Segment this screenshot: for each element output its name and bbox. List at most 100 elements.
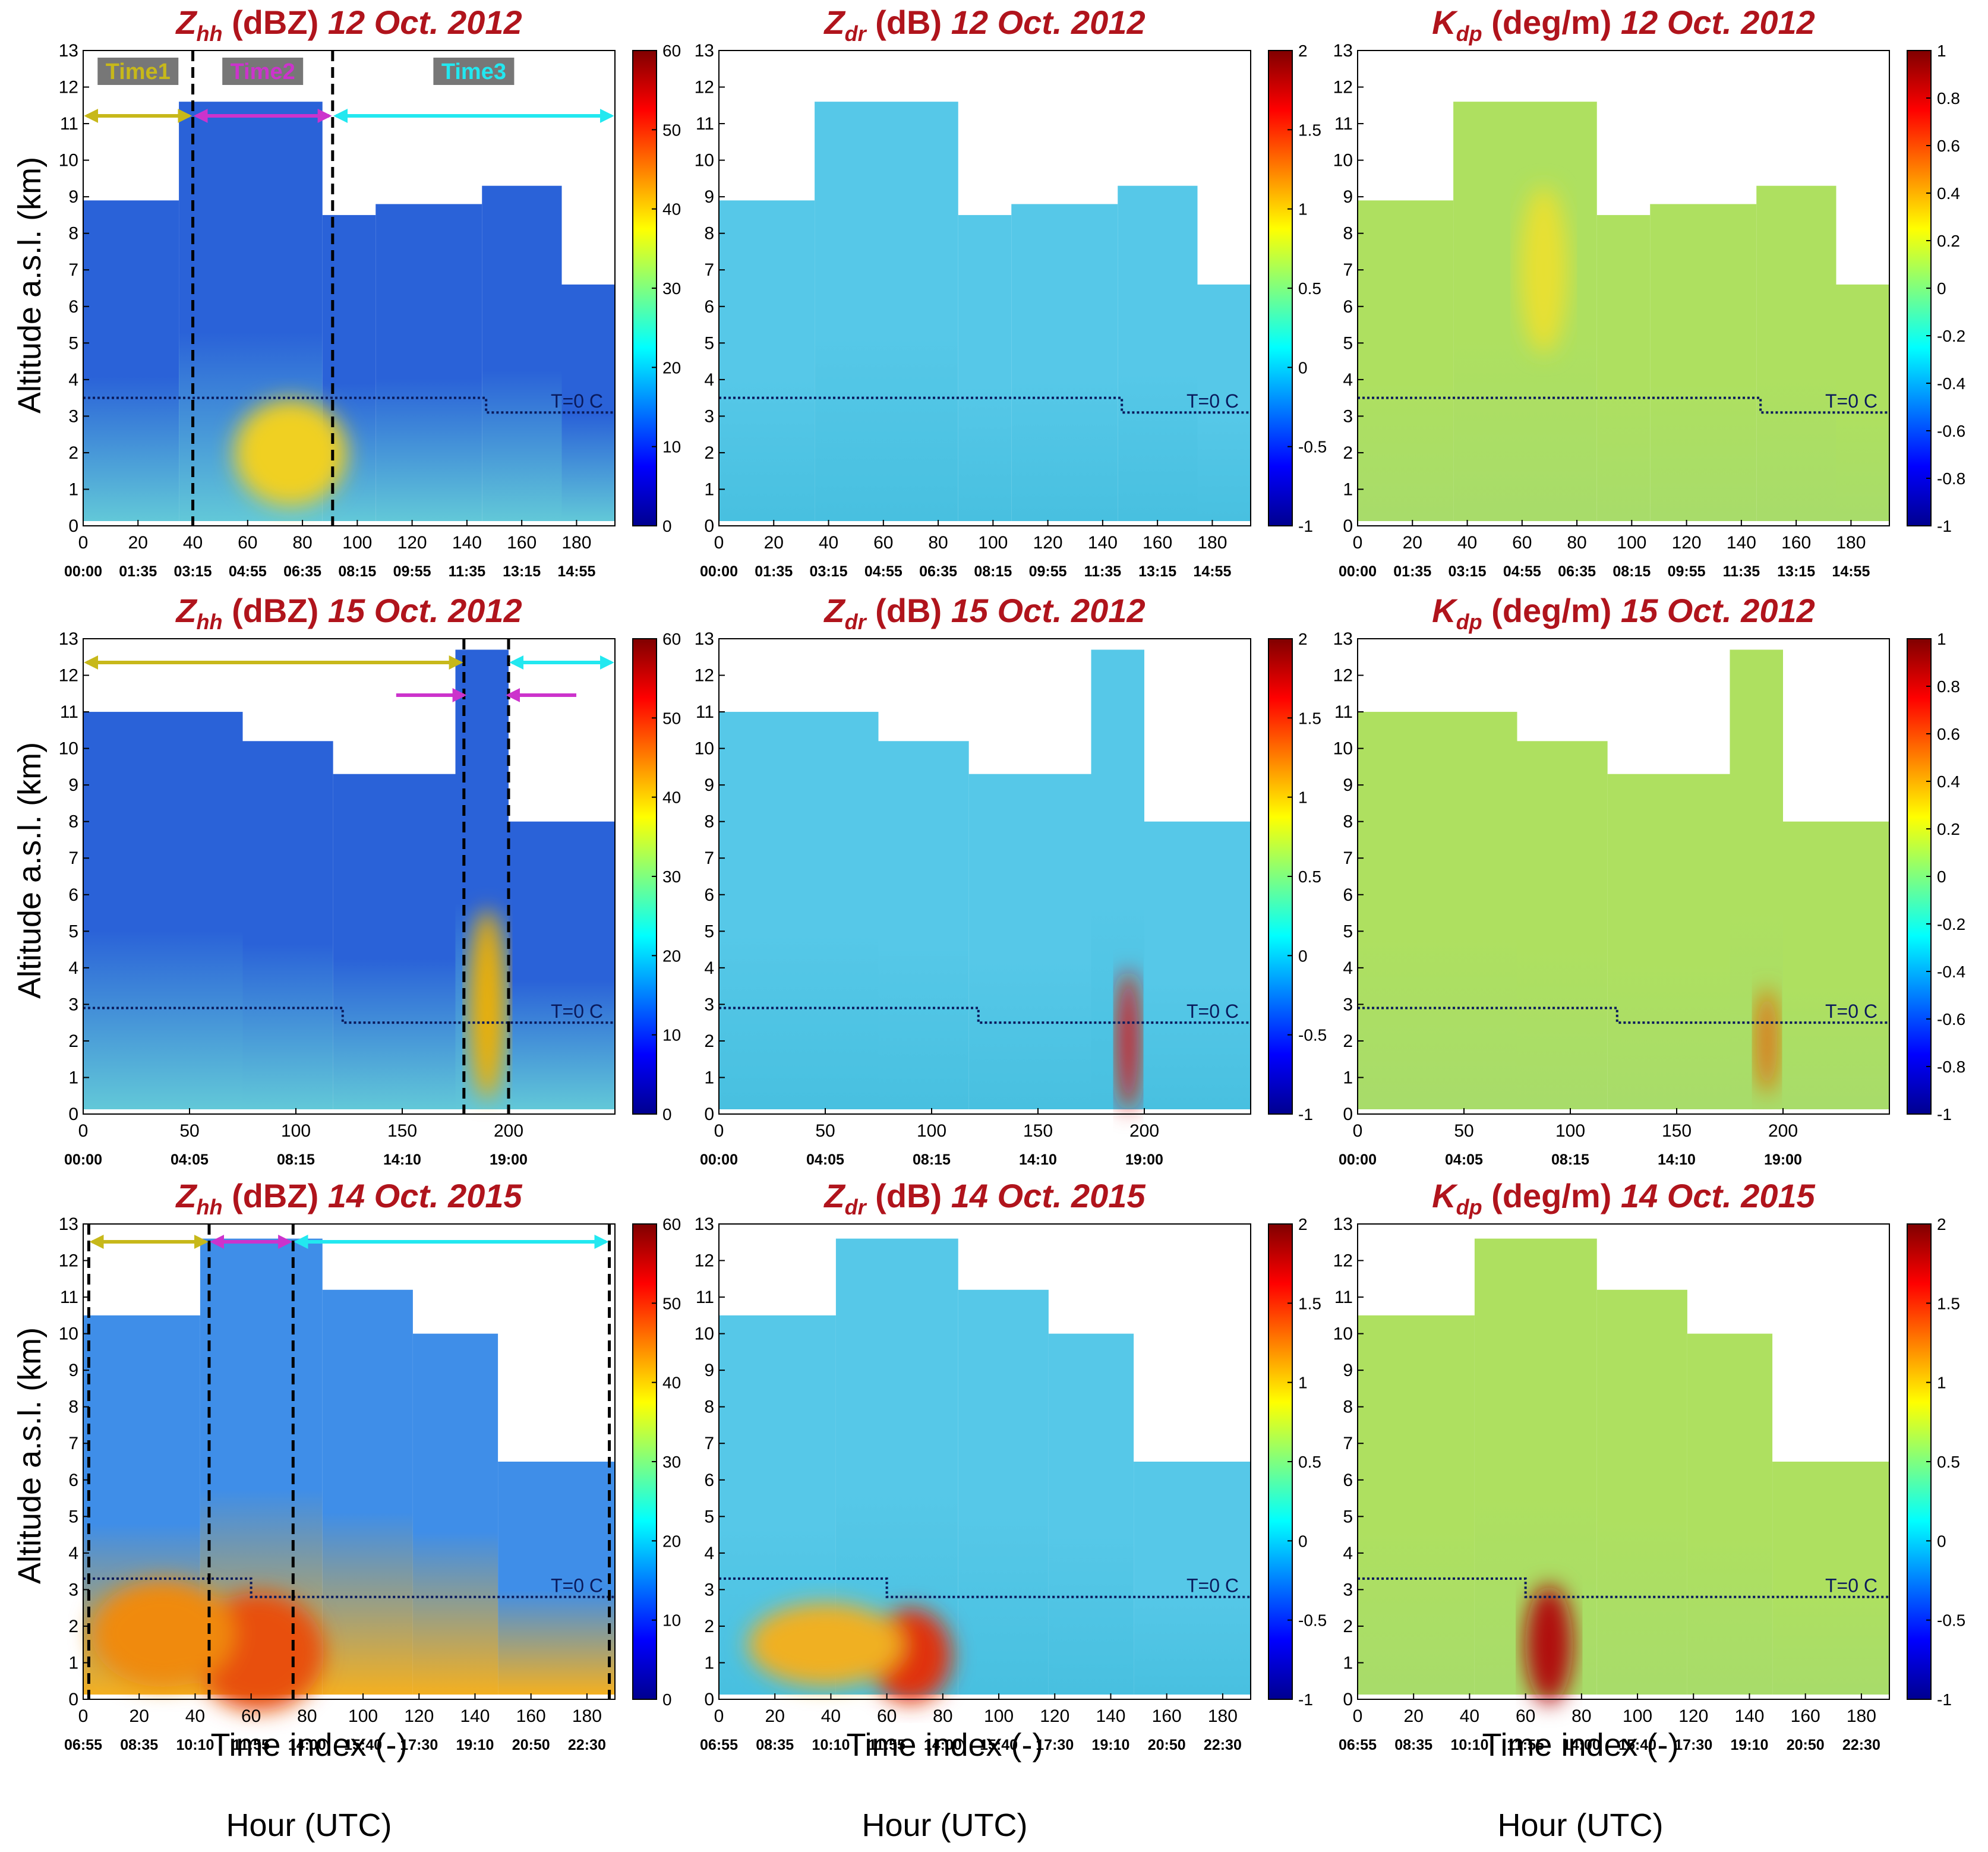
x-tick-label: 60 bbox=[241, 1706, 261, 1726]
x-tick-label: 40 bbox=[1457, 533, 1477, 553]
y-tick-label: 2 bbox=[1343, 1617, 1353, 1636]
colorbar-tick-label: 0.8 bbox=[1937, 677, 1960, 696]
period-label-time1: Time1 bbox=[106, 59, 171, 84]
period-label-box bbox=[433, 58, 515, 85]
x-tick-label: 0 bbox=[1353, 533, 1363, 553]
core bbox=[1118, 969, 1140, 1112]
colorbar-tick-label: -0.4 bbox=[1937, 963, 1965, 981]
hour-label: 04:55 bbox=[1503, 563, 1541, 580]
hour-label: 14:55 bbox=[1193, 563, 1231, 580]
x-tick-label: 100 bbox=[342, 533, 372, 553]
hour-label: 19:00 bbox=[1764, 1151, 1802, 1168]
field-layer bbox=[1358, 102, 1889, 522]
panel-title: Zdr (dB) 15 Oct. 2012 bbox=[823, 592, 1145, 634]
y-tick-label: 9 bbox=[704, 1361, 714, 1380]
precip-column bbox=[958, 214, 1012, 521]
y-tick-label: 1 bbox=[704, 1653, 714, 1673]
hour-label: 19:10 bbox=[456, 1737, 494, 1753]
x-tick-label: 0 bbox=[1353, 1706, 1363, 1726]
x-tick-label: 100 bbox=[978, 533, 1008, 553]
colorbar-tick-label: 0.4 bbox=[1937, 772, 1960, 791]
colorbar-tick-label: 40 bbox=[662, 1374, 681, 1392]
y-tick-label: 4 bbox=[1343, 958, 1353, 978]
colorbar-tick-label: 0 bbox=[662, 517, 672, 535]
y-tick-label: 2 bbox=[1343, 443, 1353, 463]
y-tick-label: 0 bbox=[68, 516, 78, 536]
x-tick-label: 60 bbox=[1512, 533, 1532, 553]
x-tick-label: 40 bbox=[185, 1706, 205, 1726]
x-tick-label: 20 bbox=[1403, 533, 1422, 553]
panel-title: Kdp (deg/m) 12 Oct. 2012 bbox=[1432, 4, 1815, 46]
x-tick-label: 20 bbox=[765, 1706, 785, 1726]
isotherm-label: T=0 C bbox=[1187, 390, 1239, 412]
panel-title: Kdp (deg/m) 15 Oct. 2012 bbox=[1432, 592, 1815, 634]
field-layer bbox=[719, 649, 1251, 1109]
colorbar-tick-label: 0 bbox=[1937, 1532, 1946, 1550]
precip-column bbox=[719, 200, 815, 521]
core-layer bbox=[1118, 969, 1140, 1112]
field-layer bbox=[1358, 649, 1889, 1109]
colorbar-tick-label: 0.8 bbox=[1937, 89, 1960, 108]
x-tick-label: 180 bbox=[1836, 533, 1866, 553]
hour-label: 06:35 bbox=[283, 563, 321, 580]
hour-label: 19:10 bbox=[1091, 1737, 1129, 1753]
x-tick-label: 200 bbox=[494, 1121, 523, 1141]
precip-column bbox=[1783, 821, 1889, 1109]
colorbar: -1 -0.5 0 0.5 1 1.5 2 bbox=[1268, 42, 1327, 535]
y-tick-label: 7 bbox=[68, 260, 78, 280]
x-tick-label: 0 bbox=[78, 1706, 89, 1726]
isotherm-line bbox=[719, 1007, 1251, 1024]
hour-label: 14:10 bbox=[1658, 1151, 1696, 1168]
hour-label: 09:55 bbox=[1029, 563, 1067, 580]
x-tick-label: 120 bbox=[404, 1706, 434, 1726]
hour-label: 00:00 bbox=[700, 563, 738, 580]
x-tick-label: 80 bbox=[928, 533, 948, 553]
x-tick-label: 180 bbox=[572, 1706, 602, 1726]
precip-column bbox=[1517, 741, 1608, 1109]
y-tick-label: 2 bbox=[68, 1031, 78, 1051]
x-tick-label: 140 bbox=[452, 533, 482, 553]
x-tick-label: 180 bbox=[1197, 533, 1227, 553]
colorbar-tick-label: -0.8 bbox=[1937, 469, 1965, 488]
y-tick-label: 9 bbox=[68, 775, 78, 795]
colorbar-tick-label: 0.5 bbox=[1937, 1453, 1960, 1471]
colorbar-tick-label: 10 bbox=[662, 1611, 681, 1630]
colorbar-tick-label: 40 bbox=[662, 788, 681, 807]
x-tick-label: 150 bbox=[1023, 1121, 1053, 1141]
hour-label: 14:00 bbox=[924, 1737, 962, 1753]
hour-label: 03:15 bbox=[1449, 563, 1487, 580]
hour-label: 20:50 bbox=[1787, 1737, 1825, 1753]
y-tick-label: 0 bbox=[704, 1105, 714, 1124]
y-tick-label: 10 bbox=[695, 1324, 714, 1344]
plot-frame bbox=[1357, 50, 1890, 526]
colorbar: -1 -0.5 0 0.5 1 1.5 2 bbox=[1268, 1215, 1327, 1709]
isotherm-line bbox=[1358, 396, 1889, 414]
isotherm-line bbox=[719, 1577, 1251, 1598]
core-layer bbox=[91, 1580, 324, 1711]
y-tick-label: 13 bbox=[695, 41, 714, 61]
y-tick-label: 8 bbox=[704, 1397, 714, 1417]
x-tick-label: 40 bbox=[183, 533, 203, 553]
hour-label: 14:00 bbox=[288, 1737, 326, 1753]
y-tick-label: 5 bbox=[1343, 1507, 1353, 1526]
colorbar-tick-label: 10 bbox=[662, 438, 681, 456]
colorbar-tick-label: 1.5 bbox=[1298, 121, 1321, 139]
colorbar-tick-label: 0.2 bbox=[1937, 820, 1960, 838]
colorbar-tick-label: -1 bbox=[1937, 517, 1952, 535]
isotherm-label: T=0 C bbox=[551, 1001, 603, 1022]
y-tick-label: 9 bbox=[68, 187, 78, 207]
y-tick-label: 2 bbox=[68, 1617, 78, 1636]
precip-column bbox=[412, 1333, 498, 1695]
colorbar: 0 10 20 30 40 50 60 bbox=[632, 42, 681, 535]
hour-label: 10:10 bbox=[812, 1737, 850, 1753]
y-tick-label: 12 bbox=[1333, 666, 1353, 686]
y-tick-label: 8 bbox=[1343, 224, 1353, 244]
x-tick-label: 100 bbox=[348, 1706, 378, 1726]
core bbox=[1756, 987, 1778, 1094]
x-tick-label: 20 bbox=[130, 1706, 149, 1726]
y-tick-label: 11 bbox=[1334, 114, 1353, 134]
x-tick-label: 120 bbox=[1678, 1706, 1708, 1726]
y-tick-label: 6 bbox=[1343, 885, 1353, 905]
precip-column bbox=[958, 1289, 1049, 1695]
colorbar-tick-label: -1 bbox=[1298, 1690, 1313, 1709]
